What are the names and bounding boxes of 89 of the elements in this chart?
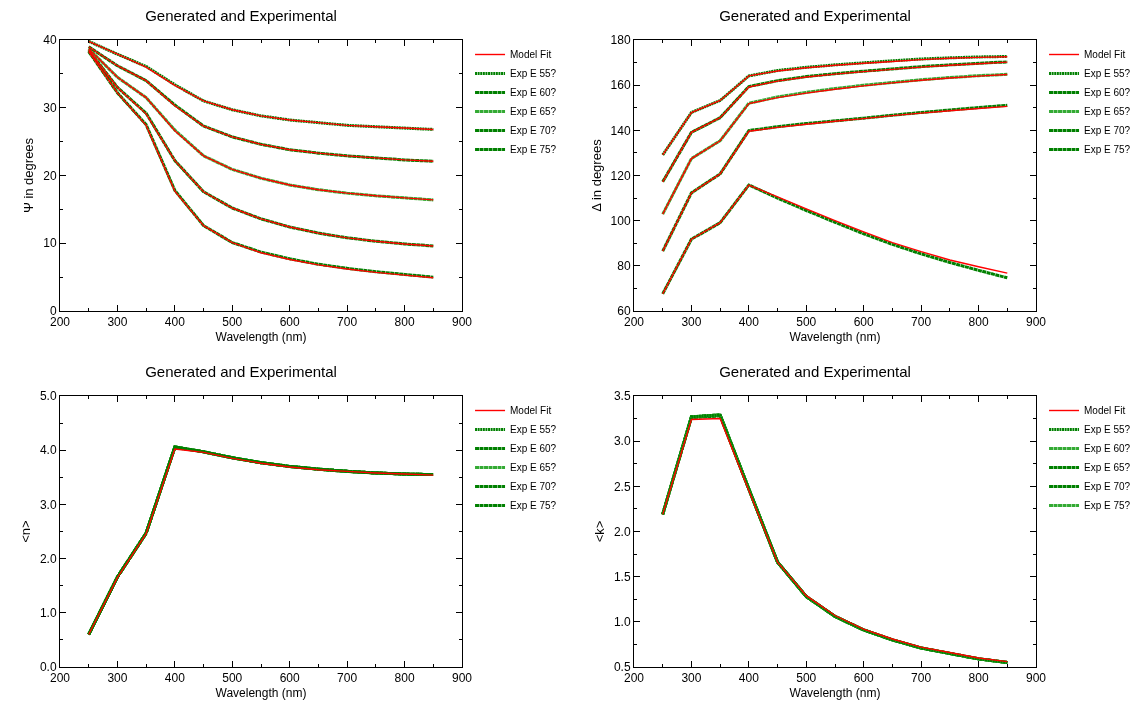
legend-label: Model Fit xyxy=(1084,405,1126,417)
x-tick-label: 600 xyxy=(279,671,301,686)
y-tick-label: 3.0 xyxy=(39,497,57,512)
y-tick-label: 10 xyxy=(43,236,57,251)
legend-label: Exp E 60? xyxy=(1084,87,1131,99)
x-tick-label: 700 xyxy=(337,315,358,330)
legend-label: Exp E 75? xyxy=(510,500,557,512)
x-tick-label: 800 xyxy=(968,315,989,330)
y-tick-label: 160 xyxy=(610,78,631,93)
x-tick-label: 700 xyxy=(911,315,932,330)
chart-title: Generated and Experimental xyxy=(719,363,911,381)
y-tick-label: 4.0 xyxy=(39,443,57,458)
legend-label: Exp E 70? xyxy=(510,481,557,493)
x-tick-label: 600 xyxy=(279,315,301,330)
x-tick-label: 500 xyxy=(796,671,817,686)
legend-label: Exp E 55? xyxy=(510,68,557,80)
y-tick-label: 5.0 xyxy=(39,389,57,404)
x-tick-label: 400 xyxy=(164,315,186,330)
y-tick-label: 3.0 xyxy=(613,434,631,449)
legend-label: Exp E 55? xyxy=(510,424,557,436)
x-tick-label: 600 xyxy=(853,315,875,330)
legend-label: Exp E 70? xyxy=(1084,481,1131,493)
legend-label: Exp E 60? xyxy=(510,443,557,455)
y-tick-label: 140 xyxy=(610,123,631,138)
legend-label: Exp E 75? xyxy=(1084,144,1131,156)
y-tick-label: 180 xyxy=(610,33,631,48)
y-tick-label: 1.0 xyxy=(39,606,57,620)
legend-label: Exp E 65? xyxy=(1084,462,1131,474)
legend-label: Exp E 60? xyxy=(510,87,557,99)
y-tick-label: 2.5 xyxy=(613,479,631,494)
legend-label: Model Fit xyxy=(510,49,552,61)
x-tick-label: 700 xyxy=(911,671,932,686)
x-tick-label: 300 xyxy=(681,671,702,686)
y-axis-title: <k> xyxy=(591,520,607,543)
x-tick-label: 300 xyxy=(107,671,128,686)
x-tick-label: 900 xyxy=(1025,315,1047,330)
y-tick-label: 120 xyxy=(610,168,631,183)
y-tick-label: 30 xyxy=(43,100,57,115)
chart-title: Generated and Experimental xyxy=(719,7,911,25)
y-tick-label: 20 xyxy=(43,168,57,183)
chart-title: Generated and Experimental xyxy=(145,7,337,25)
y-axis-title: <n> xyxy=(17,520,33,543)
legend-label: Model Fit xyxy=(1084,49,1126,61)
y-axis-title: Δ in degrees xyxy=(588,138,604,212)
x-axis-title: Wavelength (nm) xyxy=(215,330,307,345)
x-tick-label: 600 xyxy=(853,671,875,686)
legend-label: Exp E 55? xyxy=(1084,68,1131,80)
x-tick-label: 800 xyxy=(394,671,415,686)
x-tick-label: 400 xyxy=(164,671,186,686)
legend-label: Exp E 65? xyxy=(510,462,557,474)
y-tick-label: 80 xyxy=(617,259,631,274)
legend-label: Exp E 65? xyxy=(510,106,557,118)
y-tick-label: 1.0 xyxy=(613,615,631,630)
y-tick-label: 100 xyxy=(610,213,631,228)
x-tick-label: 400 xyxy=(738,315,760,330)
x-tick-label: 900 xyxy=(451,315,473,330)
x-axis-title: Wavelength (nm) xyxy=(215,686,307,701)
y-tick-label: 1.5 xyxy=(613,569,631,584)
y-tick-label: 40 xyxy=(43,33,57,48)
x-tick-label: 900 xyxy=(1025,671,1047,686)
x-tick-label: 300 xyxy=(681,315,702,330)
x-tick-label: 200 xyxy=(49,671,71,686)
x-tick-label: 900 xyxy=(451,671,473,686)
x-tick-label: 300 xyxy=(107,315,128,330)
legend-label: Model Fit xyxy=(510,405,552,417)
y-tick-label: 3.5 xyxy=(613,389,631,404)
x-tick-label: 700 xyxy=(337,671,358,686)
x-axis-title: Wavelength (nm) xyxy=(789,330,881,345)
x-tick-label: 200 xyxy=(623,671,645,686)
legend-label: Exp E 75? xyxy=(510,144,557,156)
x-tick-label: 400 xyxy=(738,671,760,686)
legend-label: Exp E 60? xyxy=(1084,443,1131,455)
chart-title: Generated and Experimental xyxy=(145,363,337,381)
x-axis-title: Wavelength (nm) xyxy=(789,686,881,701)
x-tick-label: 500 xyxy=(222,315,243,330)
x-tick-label: 500 xyxy=(796,315,817,330)
x-tick-label: 800 xyxy=(394,315,415,330)
legend-label: Exp E 55? xyxy=(1084,424,1131,436)
legend-label: Exp E 70? xyxy=(510,125,557,137)
y-tick-label: 2.0 xyxy=(39,551,57,566)
x-tick-label: 200 xyxy=(49,315,71,330)
x-tick-label: 500 xyxy=(222,671,243,686)
y-axis-title: Ψ in degrees xyxy=(21,137,37,214)
legend-label: Exp E 75? xyxy=(1084,500,1131,512)
legend-label: Exp E 70? xyxy=(1084,125,1131,137)
legend-label: Exp E 65? xyxy=(1084,106,1131,118)
x-tick-label: 800 xyxy=(968,671,989,686)
x-tick-label: 200 xyxy=(623,315,645,330)
y-tick-label: 2.0 xyxy=(613,524,631,539)
